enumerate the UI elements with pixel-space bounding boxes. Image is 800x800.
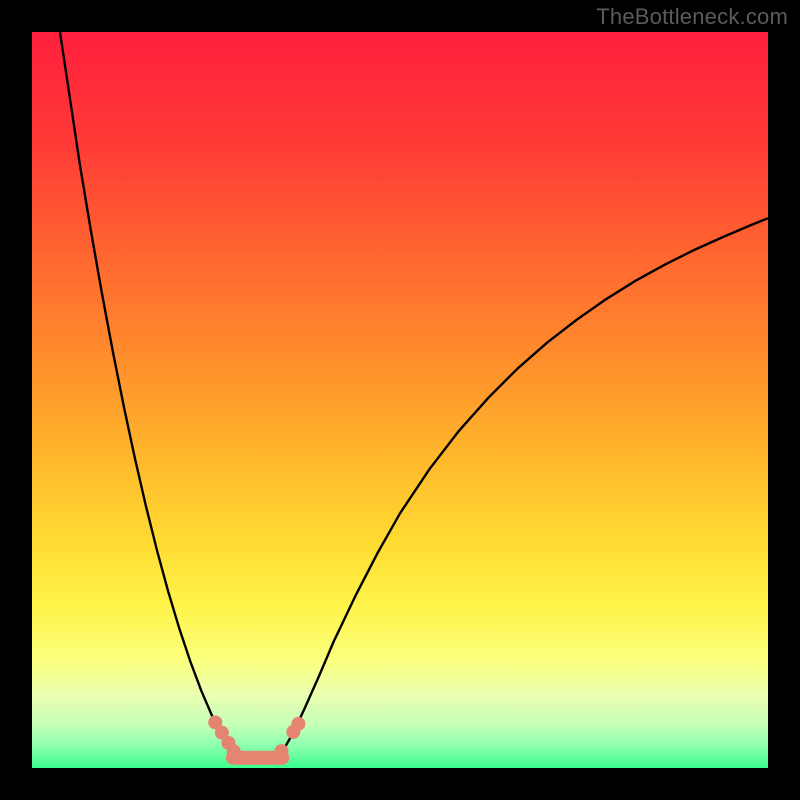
marker-point: [275, 744, 289, 758]
marker-point: [227, 744, 241, 758]
curve-right: [282, 218, 768, 752]
markers-left: [208, 715, 240, 758]
markers-right: [275, 717, 306, 758]
curve-layer: [32, 32, 768, 768]
plot-area: [32, 32, 768, 768]
marker-point: [291, 717, 305, 731]
watermark-text: TheBottleneck.com: [596, 4, 788, 30]
curve-left: [60, 32, 233, 752]
